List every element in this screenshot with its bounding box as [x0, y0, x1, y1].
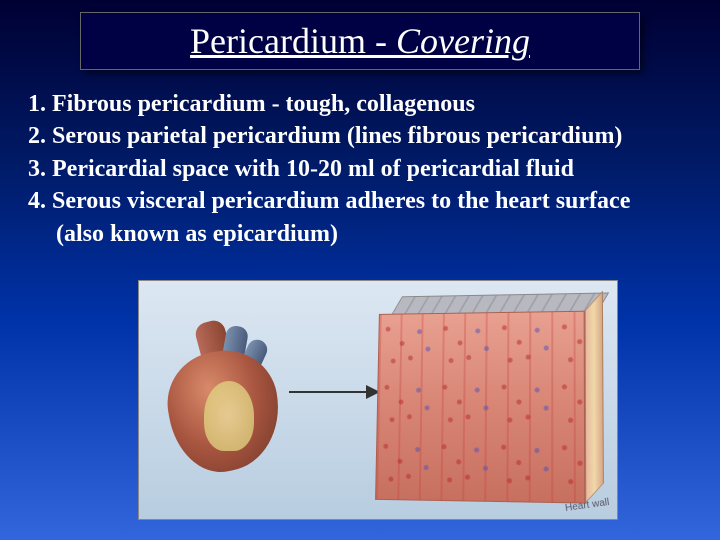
slide-title: Pericardium - Covering: [190, 20, 530, 62]
title-plain: Pericardium: [190, 21, 366, 61]
title-sep: -: [366, 21, 396, 61]
muscle-tissue-icon: [375, 311, 585, 504]
title-italic: Covering: [396, 21, 530, 61]
list-item: 4. Serous visceral pericardium adheres t…: [28, 185, 630, 217]
fat-layer-icon: [204, 381, 254, 451]
list-continuation: (also known as epicardium): [28, 218, 630, 250]
arrow-icon: [289, 391, 379, 393]
tissue-block: [375, 292, 617, 511]
list-item: 1. Fibrous pericardium - tough, collagen…: [28, 88, 630, 120]
title-box: Pericardium - Covering: [80, 12, 640, 70]
anatomy-image: Heart wall: [138, 280, 618, 520]
pericardium-list: 1. Fibrous pericardium - tough, collagen…: [28, 88, 630, 250]
list-item: 3. Pericardial space with 10-20 ml of pe…: [28, 153, 630, 185]
heart-illustration: [149, 311, 309, 491]
list-item: 2. Serous parietal pericardium (lines fi…: [28, 120, 630, 152]
side-layer-icon: [585, 291, 604, 504]
